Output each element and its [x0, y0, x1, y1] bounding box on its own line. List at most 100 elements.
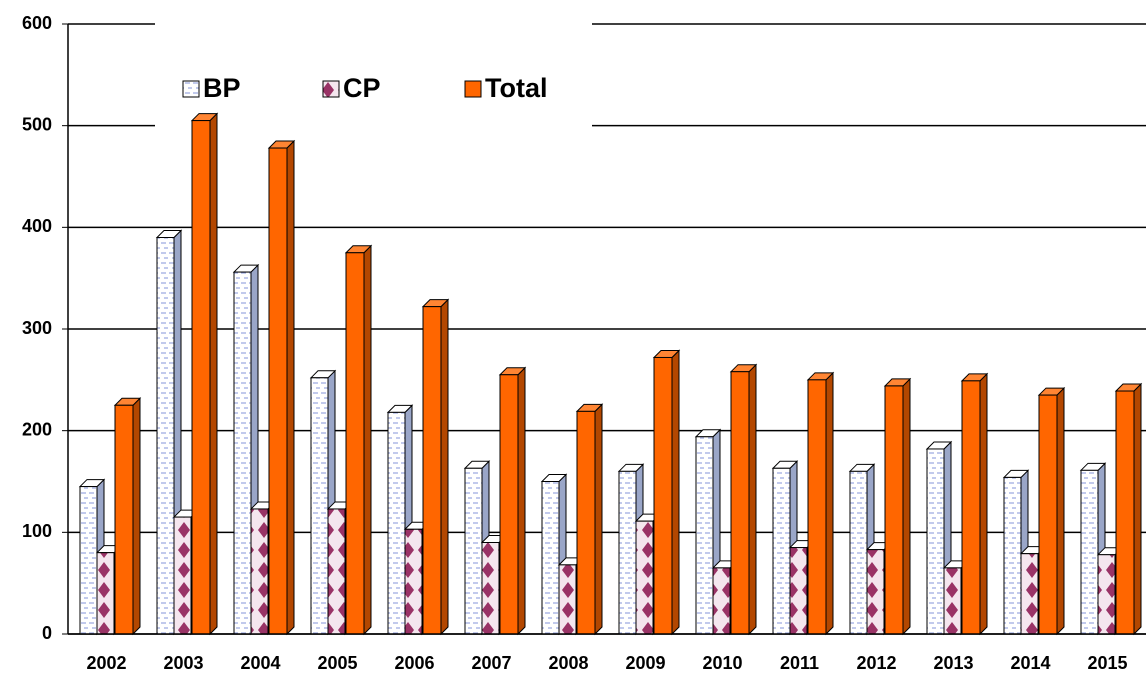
bar-front	[695, 436, 714, 635]
bar-side	[209, 112, 218, 636]
bar-front	[79, 486, 98, 635]
bar	[806, 371, 835, 636]
y-tick-label: 300	[22, 318, 52, 338]
bar-front	[1020, 553, 1039, 635]
bar-front	[1038, 394, 1058, 635]
legend-swatch	[322, 80, 340, 98]
bar-side	[1133, 382, 1142, 636]
bar	[386, 404, 414, 636]
bar-front	[345, 252, 365, 635]
bar	[1037, 386, 1066, 636]
y-tick-label: 100	[22, 521, 52, 541]
bar-front	[499, 374, 519, 635]
bar-side	[286, 139, 295, 636]
y-tick-label: 0	[42, 623, 52, 643]
bar-front	[635, 520, 654, 635]
bar-side	[1056, 386, 1065, 636]
bar	[575, 403, 604, 636]
bar-front	[1097, 554, 1116, 635]
y-tick-label: 400	[22, 216, 52, 236]
bar-side	[748, 363, 757, 636]
bar	[421, 298, 450, 636]
bar-front	[404, 528, 423, 635]
legend-swatch	[182, 80, 200, 98]
bar-front	[576, 410, 596, 635]
bar-front	[926, 448, 945, 635]
x-tick-label: 2004	[240, 653, 280, 673]
bar-front	[327, 508, 346, 635]
x-tick-label: 2003	[163, 653, 203, 673]
bar-side	[440, 298, 449, 636]
x-tick-label: 2012	[856, 653, 896, 673]
bar-front	[173, 516, 192, 635]
bar	[652, 349, 681, 636]
legend-label: BP	[203, 73, 241, 103]
bar	[925, 440, 953, 636]
legend-label: Total	[485, 73, 548, 103]
bar-front	[961, 380, 981, 635]
bar-front	[114, 404, 134, 635]
legend-label: CP	[343, 73, 381, 103]
bar-front	[653, 356, 673, 635]
bar-front	[807, 379, 827, 635]
x-tick-label: 2009	[625, 653, 665, 673]
bar	[498, 366, 527, 636]
y-tick-label: 200	[22, 419, 52, 439]
bar	[883, 377, 912, 636]
bar-front	[1080, 469, 1099, 635]
bar	[190, 112, 219, 636]
bar-front	[618, 470, 637, 635]
bar-side	[132, 397, 141, 636]
bar	[267, 139, 296, 636]
bar-front	[233, 271, 252, 635]
x-tick-label: 2010	[702, 653, 742, 673]
bar-side	[517, 366, 526, 636]
bar-front	[422, 306, 442, 635]
bar-front	[712, 567, 731, 635]
bar-side	[979, 372, 988, 636]
x-tick-label: 2015	[1087, 653, 1127, 673]
x-tick-label: 2013	[933, 653, 973, 673]
y-tick-label: 600	[22, 13, 52, 33]
x-tick-label: 2005	[317, 653, 357, 673]
bar-side	[825, 371, 834, 636]
x-tick-label: 2008	[548, 653, 588, 673]
bar-front	[481, 542, 500, 635]
bar-side	[594, 403, 603, 636]
bar-front	[849, 470, 868, 635]
bar-front	[789, 547, 808, 635]
bar-front	[268, 147, 288, 635]
x-tick-label: 2011	[780, 653, 819, 673]
bar	[1114, 382, 1143, 636]
bar-front	[943, 567, 962, 635]
bar-side	[671, 349, 680, 636]
x-tick-label: 2014	[1010, 653, 1050, 673]
bar-front	[96, 552, 115, 635]
x-tick-label: 2007	[471, 653, 511, 673]
bar	[960, 372, 989, 636]
bar-front	[541, 481, 560, 635]
bar-front	[156, 237, 175, 635]
bar	[113, 397, 142, 636]
bar	[729, 363, 758, 636]
bar-side	[902, 377, 911, 636]
bar-front	[730, 371, 750, 635]
bar-front	[310, 377, 329, 635]
legend-swatch	[464, 80, 482, 98]
bar-front	[884, 385, 904, 635]
bar-side	[363, 244, 372, 636]
bar-front	[464, 467, 483, 635]
bar-front	[866, 549, 885, 635]
y-tick-label: 500	[22, 114, 52, 134]
bar	[344, 244, 373, 636]
bar-front	[772, 467, 791, 635]
x-tick-label: 2002	[86, 653, 126, 673]
bar-front	[191, 120, 211, 635]
legend-box	[155, 16, 592, 130]
bar-front	[558, 564, 577, 635]
bar-front	[1003, 476, 1022, 635]
bar-front	[250, 508, 269, 635]
bar-front	[387, 411, 406, 635]
bar-front	[1115, 390, 1135, 635]
